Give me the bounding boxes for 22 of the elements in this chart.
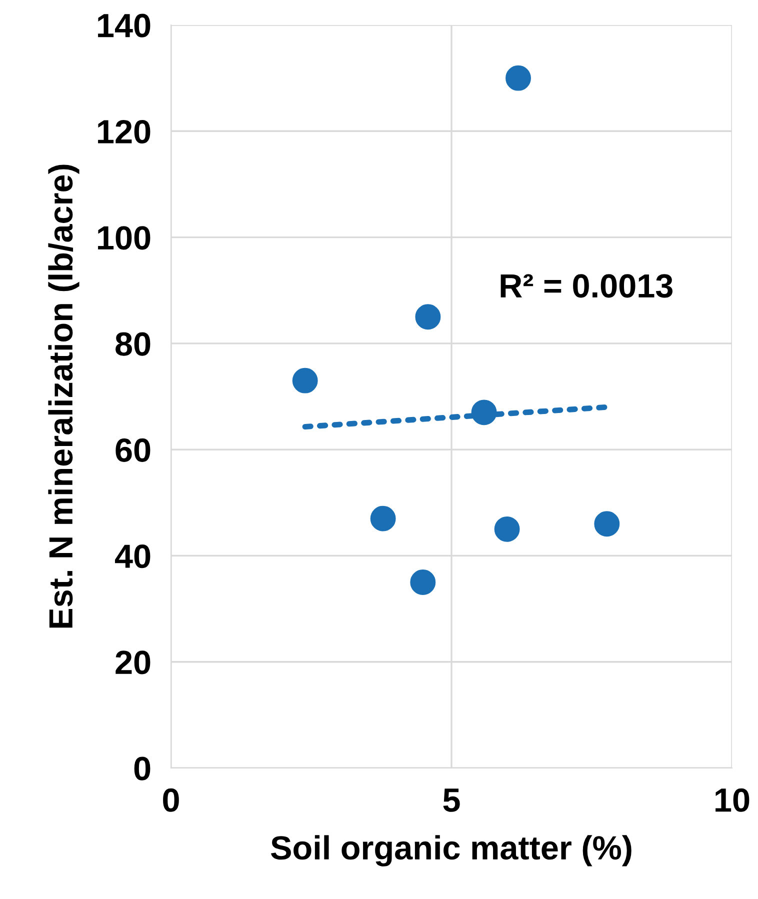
y-axis-title: Est. N mineralization (lb/acre) — [48, 164, 80, 628]
point — [506, 65, 531, 91]
x-tick-label: 10 — [716, 788, 750, 812]
y-tick-label: 20 — [116, 650, 150, 674]
y-tick-label: 120 — [98, 120, 150, 144]
point — [370, 506, 396, 532]
y-tick-label: 140 — [98, 14, 150, 38]
point — [410, 570, 436, 595]
point — [494, 516, 520, 542]
point — [292, 368, 318, 394]
y-tick-label: 80 — [116, 332, 150, 356]
y-tick-label: 40 — [114, 544, 150, 568]
x-axis-title: Soil organic matter (%) — [270, 835, 632, 866]
annotation: R² = 0.0013 — [500, 274, 672, 298]
point — [471, 400, 497, 426]
point — [594, 511, 620, 537]
y-tick-label: 0 — [134, 756, 150, 780]
point — [415, 304, 441, 330]
y-tick-label: 100 — [98, 226, 150, 250]
x-tick-label: 0 — [163, 788, 179, 812]
y-tick-label: 60 — [116, 438, 150, 462]
x-tick-label: 5 — [443, 788, 460, 812]
